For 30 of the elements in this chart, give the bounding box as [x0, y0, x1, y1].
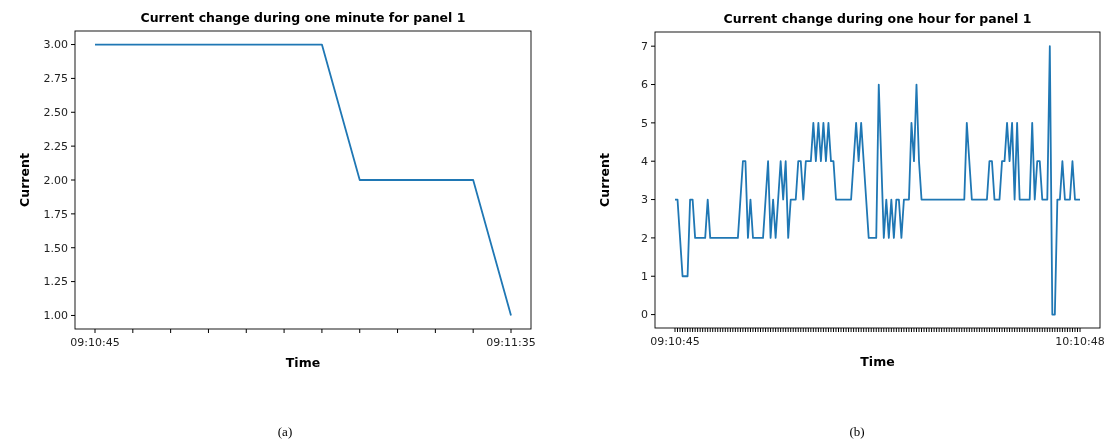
- y-tick-label: 7: [641, 40, 648, 54]
- text: (a): [277, 424, 293, 439]
- x-tick-label: 09:11:35: [486, 336, 536, 349]
- y-tick-label: 1.50: [43, 241, 68, 255]
- y-tick-label: 2.50: [43, 106, 68, 120]
- x-axis-title: Time: [860, 354, 895, 369]
- y-axis-title: Current: [597, 153, 612, 207]
- line-series: [674, 45, 1081, 316]
- text: (b): [849, 424, 865, 439]
- chart-title: Current change during one hour for panel 1: [723, 11, 1032, 26]
- y-tick-label: 2.75: [43, 72, 68, 86]
- x-tick-label: 09:10:45: [70, 336, 120, 349]
- y-axis-title: Current: [17, 153, 32, 207]
- y-tick-label: 2.00: [43, 173, 68, 187]
- y-tick-label: 1.25: [43, 275, 68, 289]
- y-tick-label: 5: [641, 116, 648, 130]
- y-tick-label: 4: [641, 155, 648, 169]
- y-tick-label: 6: [641, 78, 648, 92]
- y-tick-label: 2: [641, 231, 648, 245]
- y-tick-label: 0: [641, 308, 648, 322]
- x-axis-title: Time: [285, 355, 321, 370]
- y-tick-label: 1.00: [43, 309, 68, 323]
- chart-title: Current change during one minute for panel 1: [140, 10, 466, 25]
- y-tick-label: 1.75: [43, 207, 68, 221]
- y-tick-label: 2.25: [43, 139, 68, 153]
- y-tick-label: 1: [641, 270, 648, 284]
- x-tick-label: 10:10:48: [1055, 335, 1105, 348]
- y-tick-label: 3: [641, 193, 648, 207]
- y-tick-label: 3.00: [43, 38, 68, 52]
- x-tick-label: 09:10:45: [650, 335, 700, 348]
